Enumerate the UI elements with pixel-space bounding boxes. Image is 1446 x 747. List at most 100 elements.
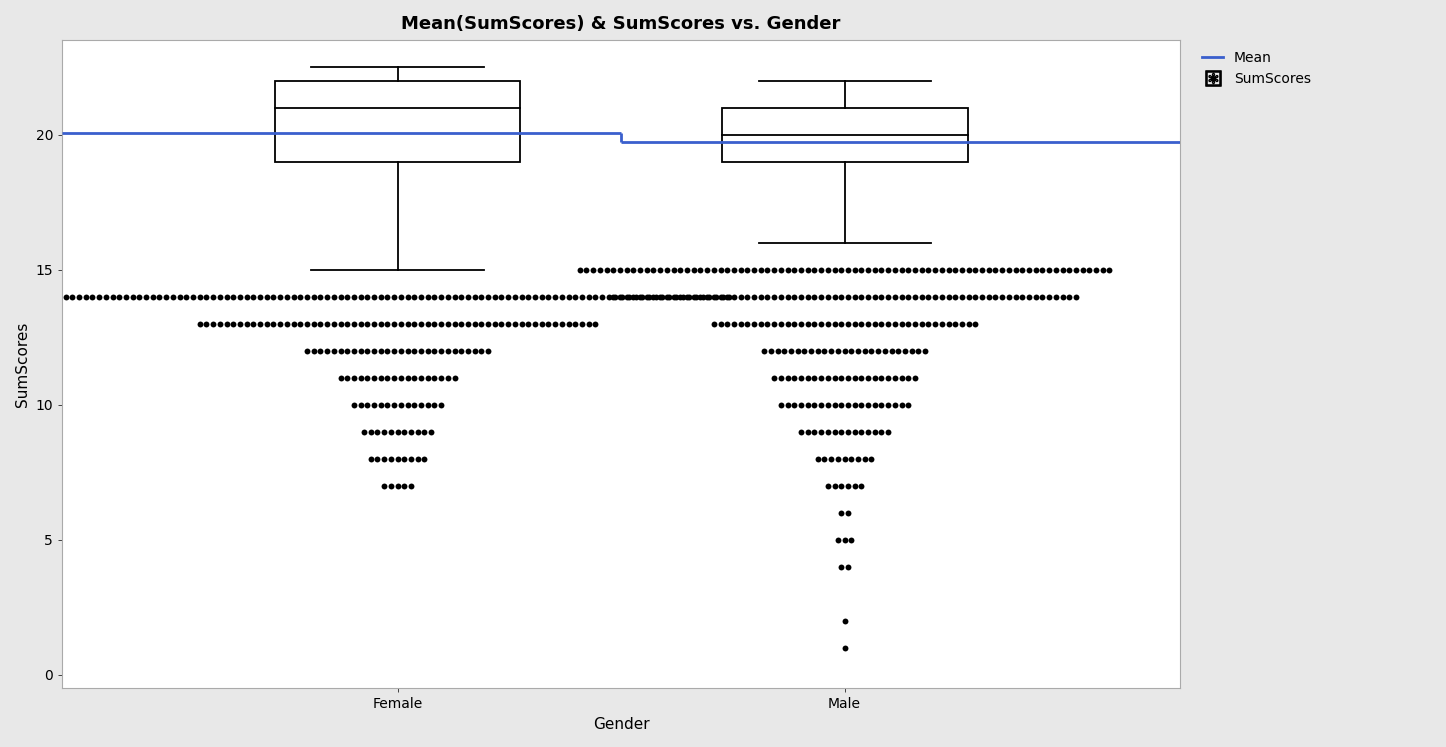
Point bbox=[483, 291, 506, 303]
Point bbox=[876, 372, 899, 384]
Point bbox=[762, 317, 785, 329]
Point bbox=[343, 372, 366, 384]
Point bbox=[836, 317, 859, 329]
Point bbox=[983, 264, 1006, 276]
Point bbox=[635, 264, 658, 276]
Point bbox=[1038, 264, 1061, 276]
Point bbox=[836, 399, 859, 411]
Point bbox=[924, 317, 947, 329]
Point bbox=[651, 291, 674, 303]
Point bbox=[88, 291, 111, 303]
Point bbox=[523, 317, 547, 329]
Point bbox=[866, 345, 889, 357]
Point bbox=[399, 453, 422, 465]
Point bbox=[228, 291, 252, 303]
Point bbox=[309, 345, 333, 357]
Point bbox=[399, 426, 422, 438]
Point bbox=[914, 345, 937, 357]
Point bbox=[402, 399, 425, 411]
Point bbox=[356, 399, 379, 411]
Point bbox=[221, 291, 244, 303]
Point bbox=[642, 264, 665, 276]
Point bbox=[584, 317, 607, 329]
Point bbox=[846, 345, 869, 357]
Point bbox=[353, 426, 376, 438]
Point bbox=[766, 345, 790, 357]
Point bbox=[736, 264, 759, 276]
Point bbox=[249, 317, 272, 329]
Point bbox=[114, 291, 137, 303]
Point bbox=[335, 317, 359, 329]
Point bbox=[127, 291, 150, 303]
Point bbox=[363, 345, 386, 357]
Point bbox=[510, 317, 534, 329]
Point bbox=[437, 291, 460, 303]
Point bbox=[823, 426, 846, 438]
Point bbox=[704, 291, 727, 303]
Point bbox=[856, 399, 879, 411]
Point bbox=[295, 317, 318, 329]
Point bbox=[810, 291, 833, 303]
Point bbox=[510, 291, 534, 303]
Point bbox=[683, 264, 706, 276]
Point bbox=[930, 317, 953, 329]
Point bbox=[422, 291, 445, 303]
Point bbox=[810, 264, 833, 276]
Point bbox=[1024, 264, 1047, 276]
Point bbox=[450, 291, 473, 303]
Point bbox=[188, 317, 211, 329]
Point bbox=[884, 317, 907, 329]
Point bbox=[736, 291, 759, 303]
Point bbox=[803, 264, 826, 276]
Point bbox=[826, 534, 849, 546]
Point bbox=[409, 399, 432, 411]
Point bbox=[195, 291, 218, 303]
Point bbox=[813, 345, 836, 357]
Point bbox=[409, 372, 432, 384]
Point bbox=[531, 291, 554, 303]
Point bbox=[396, 372, 419, 384]
Point bbox=[228, 317, 252, 329]
Point bbox=[396, 317, 419, 329]
Point bbox=[850, 264, 873, 276]
Point bbox=[870, 291, 894, 303]
Point bbox=[602, 291, 625, 303]
Point bbox=[790, 399, 813, 411]
Point bbox=[516, 317, 539, 329]
Point bbox=[853, 453, 876, 465]
Point bbox=[675, 264, 698, 276]
Point bbox=[729, 317, 752, 329]
Point bbox=[1004, 264, 1027, 276]
Point bbox=[356, 317, 379, 329]
Point bbox=[1004, 291, 1027, 303]
Point bbox=[490, 317, 513, 329]
Point bbox=[363, 372, 386, 384]
Point bbox=[396, 345, 419, 357]
Point bbox=[843, 426, 866, 438]
Point bbox=[477, 317, 500, 329]
Point bbox=[816, 372, 839, 384]
Point bbox=[736, 317, 759, 329]
Point bbox=[389, 345, 412, 357]
Point bbox=[807, 453, 830, 465]
Point bbox=[856, 264, 879, 276]
Point bbox=[457, 317, 480, 329]
Point bbox=[236, 291, 259, 303]
Point bbox=[369, 399, 392, 411]
Point bbox=[970, 264, 993, 276]
Point bbox=[630, 291, 654, 303]
Point bbox=[1044, 264, 1067, 276]
Point bbox=[863, 291, 886, 303]
Point bbox=[917, 264, 940, 276]
Point bbox=[884, 291, 907, 303]
Point bbox=[590, 291, 613, 303]
Point bbox=[422, 345, 445, 357]
Point bbox=[662, 291, 685, 303]
Point bbox=[729, 264, 752, 276]
Point bbox=[833, 345, 856, 357]
Point bbox=[269, 317, 292, 329]
Point bbox=[625, 291, 648, 303]
Point bbox=[1024, 291, 1047, 303]
Point bbox=[863, 372, 886, 384]
Point bbox=[68, 291, 91, 303]
